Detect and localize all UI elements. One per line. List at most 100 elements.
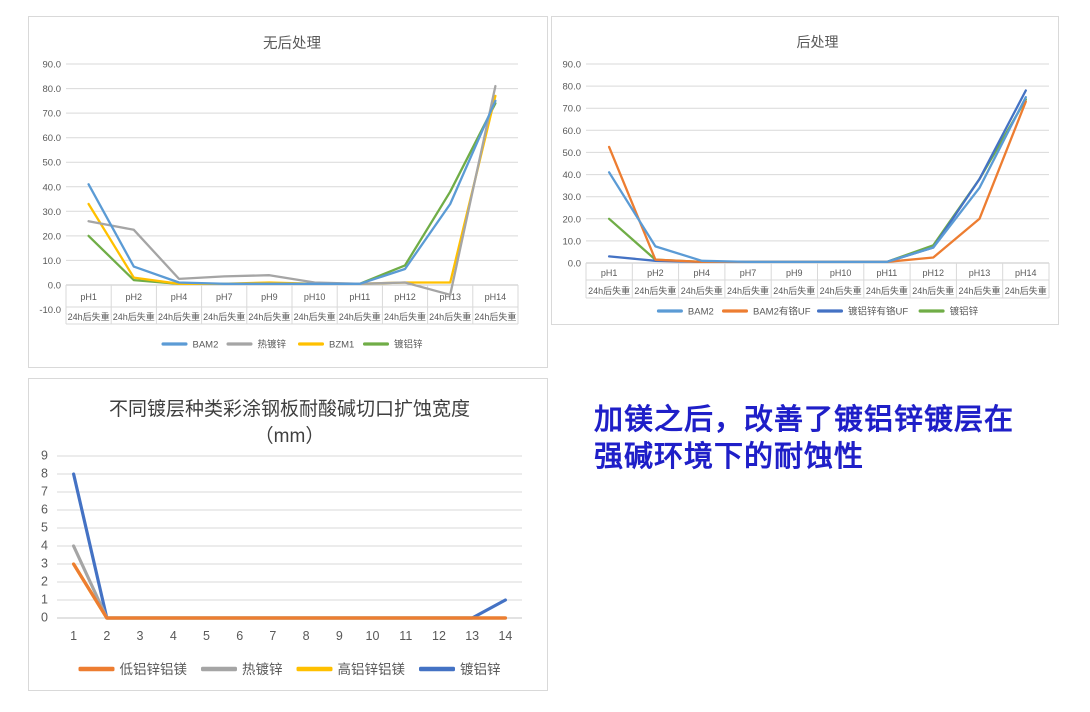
category-sublabel: 24h后失重 (384, 311, 426, 322)
category-label: pH14 (1015, 268, 1037, 278)
category-sublabel: 24h后失重 (866, 285, 908, 296)
category-label: pH2 (647, 268, 664, 278)
legend-label: 热镀锌 (242, 661, 283, 677)
category-sublabel: 24h后失重 (68, 311, 110, 322)
category-sublabel: 24h后失重 (912, 285, 954, 296)
category-sublabel: 24h后失重 (429, 311, 471, 322)
category-label: 8 (303, 629, 310, 643)
category-label: 1 (70, 629, 77, 643)
category-label: pH12 (923, 268, 945, 278)
category-label: pH4 (171, 292, 188, 302)
y-tick-label: 20.0 (563, 214, 582, 225)
category-label: pH9 (786, 268, 803, 278)
legend-label: BAM2有铬UF (753, 305, 811, 317)
y-tick-label: 90.0 (563, 60, 582, 71)
category-sublabel: 24h后失重 (294, 311, 336, 322)
legend-label: 镀铝锌 (394, 338, 423, 350)
legend-label: BAM2 (193, 339, 219, 350)
category-label: pH10 (304, 292, 326, 302)
y-tick-label: -10.0 (39, 305, 61, 316)
legend-swatch (298, 342, 324, 346)
category-label: 6 (236, 629, 243, 643)
y-tick-label: 10.0 (563, 236, 582, 247)
category-label: 5 (203, 629, 210, 643)
y-tick-label: 90.0 (43, 60, 62, 71)
chart-title: 后处理 (797, 34, 839, 50)
category-sublabel: 24h后失重 (474, 311, 516, 322)
legend-swatch (363, 342, 389, 346)
legend-swatch (817, 309, 843, 313)
legend-swatch (201, 666, 237, 672)
category-label: pH7 (216, 292, 233, 302)
legend-swatch (226, 342, 253, 346)
chart-title-line2: （mm） (255, 425, 325, 447)
chart-title: 不同镀层种类彩涂钢板耐酸碱切口扩蚀宽度 (109, 398, 470, 420)
y-tick-label: 1 (41, 593, 48, 607)
category-sublabel: 24h后失重 (339, 311, 381, 322)
category-label: 10 (366, 629, 380, 643)
series-line-0 (607, 96, 1027, 264)
y-tick-label: 40.0 (43, 182, 62, 193)
category-label: pH14 (485, 292, 507, 302)
chart-panel-no-post-treatment: -10.0 0.0 10.0 20.0 30.0 40.0 50.0 60.0 70.0 80.0… (28, 16, 548, 368)
category-sublabel: 24h后失重 (113, 311, 155, 322)
y-tick-label: 0 (41, 611, 48, 625)
legend-swatch (918, 309, 945, 313)
category-label: pH2 (126, 292, 143, 302)
category-label: pH1 (80, 292, 97, 302)
legend-label: 热镀锌 (258, 338, 287, 350)
legend-swatch (722, 309, 748, 313)
y-tick-label: 30.0 (563, 192, 582, 203)
y-tick-label: 6 (41, 503, 48, 517)
series-line-2 (607, 89, 1027, 264)
legend-swatch (78, 666, 115, 672)
legend-swatch (296, 666, 333, 672)
y-tick-label: 20.0 (43, 231, 62, 242)
category-label: pH11 (876, 268, 897, 278)
y-tick-label: 4 (41, 539, 48, 553)
legend-label: BZM1 (329, 339, 354, 350)
category-sublabel: 24h后失重 (820, 285, 862, 296)
category-label: 14 (498, 629, 512, 643)
y-tick-label: 40.0 (563, 170, 582, 181)
category-label: pH13 (439, 292, 461, 302)
y-tick-label: 60.0 (43, 133, 62, 144)
category-sublabel: 24h后失重 (248, 311, 290, 322)
post-treatment-chart: 0.0 10.0 20.0 30.0 40.0 50.0 60.0 70.0 80.0 90.0 p… (563, 34, 1050, 317)
series-line-1 (607, 100, 1027, 264)
y-tick-label: 10.0 (43, 256, 62, 267)
category-sublabel: 24h后失重 (588, 285, 630, 296)
chart-panel-cut-edge-corrosion: 0 1 2 3 4 5 6 7 8 9 1 2 3 4 5 6 7 8 9 10 11 12 13 14 不同镀层种类彩涂钢板耐… (28, 378, 548, 691)
y-tick-label: 3 (41, 557, 48, 571)
legend-label: 高铝锌铝镁 (338, 661, 406, 677)
category-label: 12 (432, 629, 446, 643)
y-tick-label: 50.0 (43, 158, 62, 169)
category-label: 4 (170, 629, 177, 643)
series-line-2 (87, 94, 497, 285)
category-label: pH9 (261, 292, 278, 302)
note-line-2: 强碱环境下的耐蚀性 (594, 441, 865, 473)
y-tick-label: 30.0 (43, 207, 62, 218)
category-label: pH7 (740, 268, 757, 278)
series-line-0 (87, 99, 497, 285)
series-line-3 (607, 98, 1027, 264)
no-post-treatment-chart: -10.0 0.0 10.0 20.0 30.0 40.0 50.0 60.0 70.0 80.0… (39, 35, 519, 350)
chart-panel-post-treatment: 0.0 10.0 20.0 30.0 40.0 50.0 60.0 70.0 80.0 90.0 p… (551, 16, 1059, 325)
category-label: 7 (269, 629, 276, 643)
y-tick-label: 80.0 (563, 82, 582, 93)
category-sublabel: 24h后失重 (773, 285, 815, 296)
y-tick-label: 9 (41, 449, 48, 463)
note-text: 加镁之后，改善了镀铝锌镀层在 强碱环境下的耐蚀性 (594, 402, 1076, 476)
y-tick-label: 80.0 (43, 84, 62, 95)
y-tick-label: 0.0 (568, 259, 581, 270)
y-tick-label: 70.0 (43, 109, 62, 120)
y-tick-label: 50.0 (563, 148, 582, 159)
legend-label: 镀铝锌 (950, 305, 979, 317)
legend-swatch (419, 666, 455, 672)
legend-label: BAM2 (688, 306, 714, 317)
category-label: 2 (103, 629, 110, 643)
y-tick-label: 0.0 (48, 281, 61, 292)
category-sublabel: 24h后失重 (158, 311, 200, 322)
